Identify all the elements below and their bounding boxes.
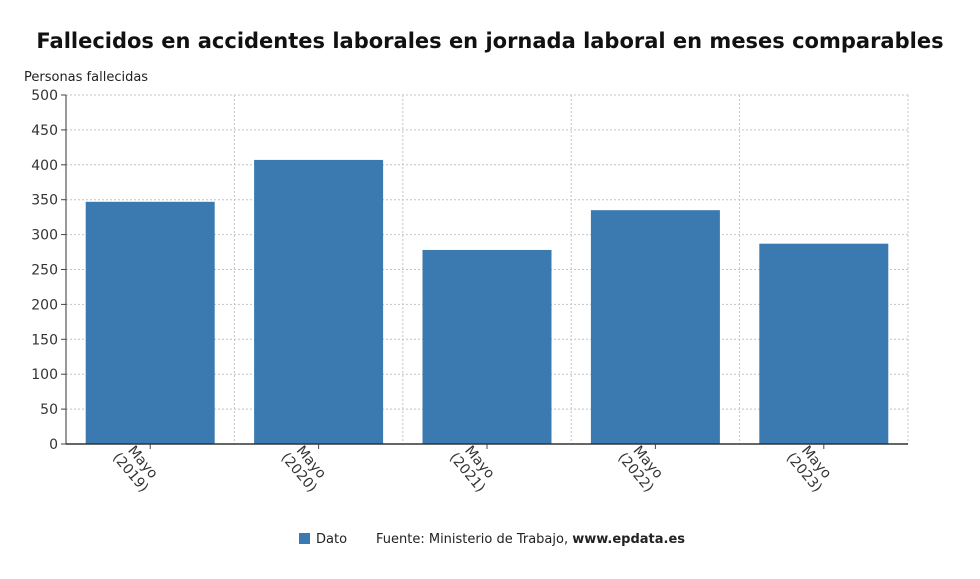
- y-tick-label: 150: [31, 332, 58, 348]
- y-tick-label: 500: [31, 88, 58, 104]
- legend-swatch-dato: [299, 533, 310, 544]
- x-tick-label: Mayo(2022): [614, 439, 668, 495]
- y-tick-labels: 0 50 100 150 200 250 300 350 400 450 500: [31, 88, 58, 453]
- bar-2: [254, 159, 384, 444]
- legend: Dato Fuente: Ministerio de Trabajo, www.…: [299, 532, 685, 547]
- x-tick-label: Mayo(2021): [446, 439, 500, 495]
- bar-5: [759, 243, 889, 444]
- x-tick-label-group: Mayo(2023): [783, 439, 837, 496]
- y-tick-label: 100: [31, 367, 58, 383]
- y-tick-label: 250: [31, 263, 58, 279]
- bars: [85, 159, 889, 444]
- axes: [61, 94, 908, 449]
- x-tick-label-group: Mayo(2019): [109, 439, 163, 496]
- x-tick-label: Mayo(2019): [109, 439, 163, 495]
- legend-label-dato: Dato: [316, 532, 347, 547]
- bar-4: [590, 210, 720, 444]
- x-tick-label: Mayo(2023): [783, 439, 837, 495]
- y-tick-label: 0: [49, 437, 58, 453]
- x-tick-labels: Mayo(2019) Mayo(2020) Mayo(2021) Mayo(2022)…: [109, 439, 837, 496]
- y-tick-label: 200: [31, 297, 58, 313]
- x-tick-label-group: Mayo(2021): [446, 439, 500, 496]
- y-tick-label: 450: [31, 123, 58, 139]
- source-note: Fuente: Ministerio de Trabajo, www.epdat…: [376, 532, 685, 547]
- x-tick-label: Mayo(2020): [278, 439, 332, 495]
- chart-title: Fallecidos en accidentes laborales en jo…: [36, 29, 943, 53]
- source-prefix: Fuente: Ministerio de Trabajo,: [376, 532, 572, 547]
- x-tick-label-group: Mayo(2022): [614, 439, 668, 496]
- y-tick-label: 350: [31, 193, 58, 209]
- y-axis-label: Personas fallecidas: [24, 70, 148, 85]
- source-link[interactable]: www.epdata.es: [572, 532, 685, 547]
- y-tick-label: 50: [40, 402, 58, 418]
- y-tick-label: 400: [31, 158, 58, 174]
- y-tick-label: 300: [31, 228, 58, 244]
- x-tick-label-group: Mayo(2020): [278, 439, 332, 496]
- bar-3: [422, 249, 552, 444]
- bar-1: [85, 201, 215, 444]
